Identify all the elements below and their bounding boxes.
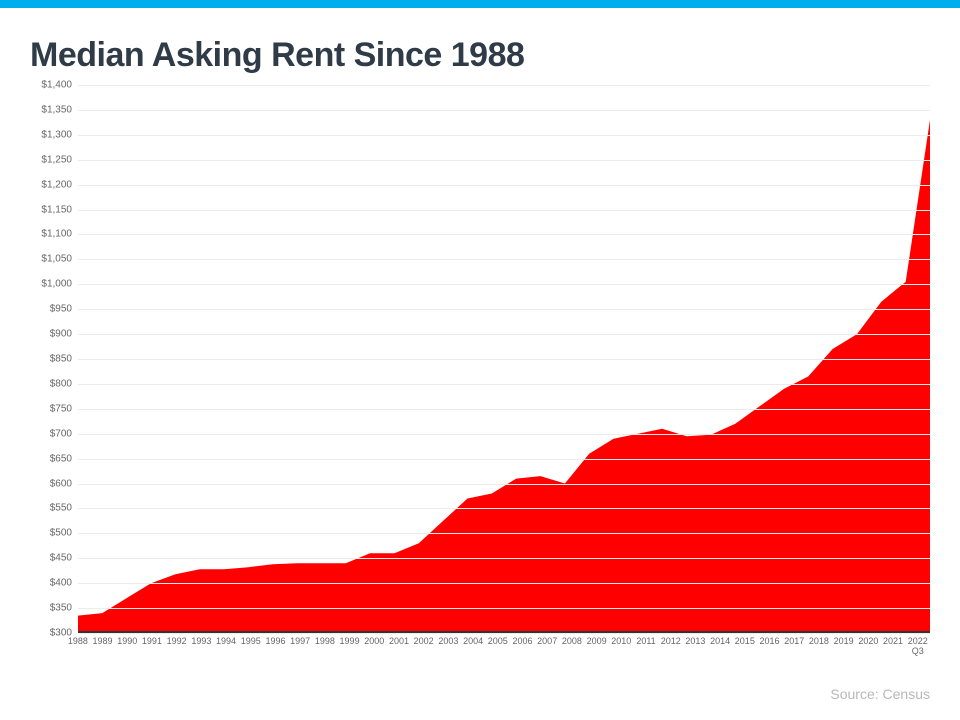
grid-line xyxy=(78,210,930,211)
x-tick-label: 1998 xyxy=(313,637,338,657)
y-tick-label: $1,350 xyxy=(41,104,78,115)
y-tick-label: $1,250 xyxy=(41,154,78,165)
x-tick-label: 1996 xyxy=(263,637,288,657)
x-tick-label: 2015 xyxy=(732,637,757,657)
x-tick-label: 1999 xyxy=(337,637,362,657)
x-tick-label: 2006 xyxy=(510,637,535,657)
grid-line xyxy=(78,259,930,260)
x-tick-label: 1994 xyxy=(214,637,239,657)
grid-line xyxy=(78,135,930,136)
grid-line xyxy=(78,284,930,285)
y-tick-label: $700 xyxy=(50,428,78,439)
x-tick-label: 2000 xyxy=(362,637,387,657)
x-tick-label: 1990 xyxy=(115,637,140,657)
x-tick-label: 2011 xyxy=(634,637,659,657)
y-tick-label: $950 xyxy=(50,304,78,315)
x-axis-ticks: 1988198919901991199219931994199519961997… xyxy=(78,637,930,657)
rent-area-chart: $300$350$400$450$500$550$600$650$700$750… xyxy=(78,85,930,657)
x-tick-label: 2013 xyxy=(683,637,708,657)
x-tick-label: 2007 xyxy=(535,637,560,657)
x-tick-label: 2009 xyxy=(584,637,609,657)
x-tick-label: 2012 xyxy=(658,637,683,657)
x-tick-label: 2019 xyxy=(831,637,856,657)
area-path xyxy=(78,120,930,633)
x-tick-label: 2014 xyxy=(708,637,733,657)
grid-line xyxy=(78,110,930,111)
grid-line xyxy=(78,234,930,235)
y-tick-label: $800 xyxy=(50,378,78,389)
y-tick-label: $750 xyxy=(50,403,78,414)
content-area: Median Asking Rent Since 1988 $300$350$4… xyxy=(0,8,960,667)
grid-line xyxy=(78,334,930,335)
y-tick-label: $650 xyxy=(50,453,78,464)
y-tick-label: $500 xyxy=(50,528,78,539)
y-tick-label: $1,000 xyxy=(41,279,78,290)
y-tick-label: $400 xyxy=(50,578,78,589)
y-tick-label: $1,100 xyxy=(41,229,78,240)
grid-line xyxy=(78,434,930,435)
x-tick-label: 2004 xyxy=(461,637,486,657)
grid-line xyxy=(78,608,930,609)
page-title: Median Asking Rent Since 1988 xyxy=(30,36,930,75)
top-accent-bar xyxy=(0,0,960,8)
x-tick-label: 1991 xyxy=(140,637,165,657)
x-tick-label: 2018 xyxy=(807,637,832,657)
y-tick-label: $350 xyxy=(50,603,78,614)
grid-line xyxy=(78,185,930,186)
grid-line xyxy=(78,583,930,584)
x-tick-label: 2021 xyxy=(881,637,906,657)
grid-line xyxy=(78,533,930,534)
x-tick-label: 1992 xyxy=(164,637,189,657)
y-tick-label: $600 xyxy=(50,478,78,489)
x-tick-label: 2020 xyxy=(856,637,881,657)
grid-line xyxy=(78,160,930,161)
grid-line xyxy=(78,558,930,559)
grid-line xyxy=(78,309,930,310)
chart-plot-area: $300$350$400$450$500$550$600$650$700$750… xyxy=(78,85,930,633)
x-tick-label: 2016 xyxy=(757,637,782,657)
y-tick-label: $1,050 xyxy=(41,254,78,265)
x-tick-label: 2005 xyxy=(485,637,510,657)
y-tick-label: $900 xyxy=(50,329,78,340)
x-tick-label: 2022Q3 xyxy=(905,637,930,657)
x-tick-label: 1993 xyxy=(189,637,214,657)
x-tick-label: 2010 xyxy=(609,637,634,657)
grid-line xyxy=(78,409,930,410)
y-tick-label: $550 xyxy=(50,503,78,514)
grid-line xyxy=(78,508,930,509)
source-label: Source: Census xyxy=(830,686,930,702)
x-tick-label: 1988 xyxy=(65,637,90,657)
y-tick-label: $1,200 xyxy=(41,179,78,190)
grid-line xyxy=(78,359,930,360)
y-tick-label: $1,300 xyxy=(41,129,78,140)
x-tick-label: 2003 xyxy=(436,637,461,657)
y-tick-label: $1,400 xyxy=(41,80,78,91)
grid-line xyxy=(78,85,930,86)
x-tick-label: 2001 xyxy=(387,637,412,657)
x-tick-label: 2017 xyxy=(782,637,807,657)
y-tick-label: $850 xyxy=(50,354,78,365)
y-tick-label: $1,150 xyxy=(41,204,78,215)
y-tick-label: $450 xyxy=(50,553,78,564)
page: Median Asking Rent Since 1988 $300$350$4… xyxy=(0,0,960,720)
x-tick-label: 1995 xyxy=(238,637,263,657)
x-tick-label: 1989 xyxy=(90,637,115,657)
grid-line xyxy=(78,484,930,485)
x-tick-label: 2008 xyxy=(560,637,585,657)
grid-line xyxy=(78,384,930,385)
grid-line xyxy=(78,459,930,460)
grid-line xyxy=(78,633,930,634)
x-tick-label: 2002 xyxy=(411,637,436,657)
x-tick-label: 1997 xyxy=(288,637,313,657)
